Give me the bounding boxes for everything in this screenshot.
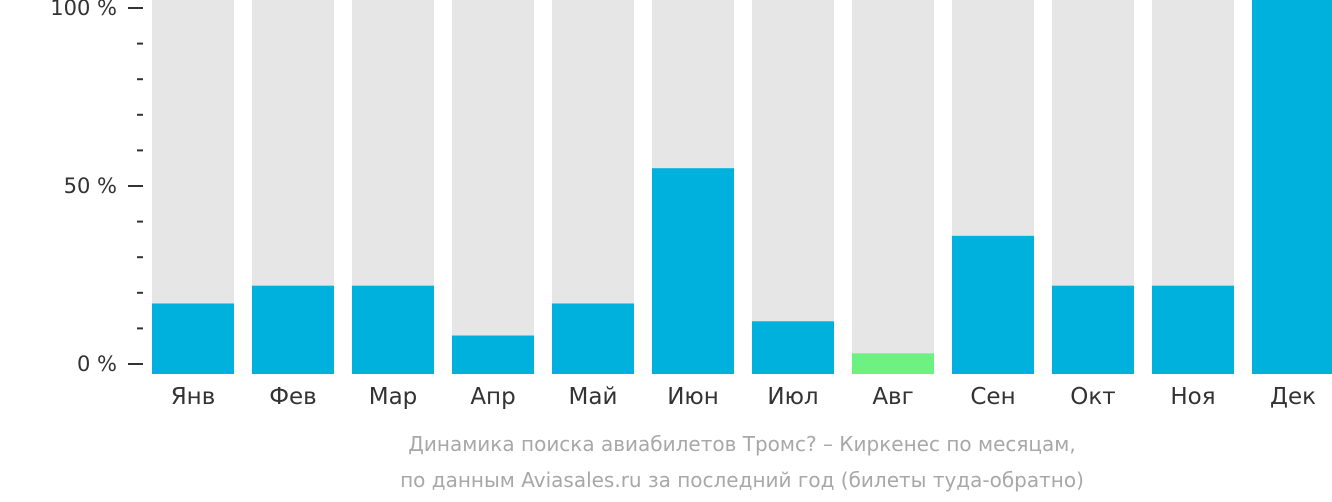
x-tick-label: Фев (269, 384, 317, 410)
bar-background (452, 0, 534, 374)
bar-8[interactable] (852, 353, 934, 374)
y-tick-label: 100 % (50, 0, 117, 20)
bar-6[interactable] (652, 168, 734, 374)
x-tick-label: Дек (1270, 384, 1316, 410)
x-tick-label: Янв (171, 384, 216, 410)
bar-3[interactable] (352, 285, 434, 374)
bar-chart: 0 % 50 % 100 % Янв Фев Мар Апр Май Июн Июл Авг Сен… (50, 0, 1332, 410)
x-axis-labels: Янв Фев Мар Апр Май Июн Июл Авг Сен Окт Ноя Дек (171, 384, 1316, 410)
x-tick-label: Мар (369, 384, 418, 410)
x-tick-label: Апр (470, 384, 515, 410)
x-tick-label: Май (569, 384, 618, 410)
bar-2[interactable] (252, 285, 334, 374)
bar-4[interactable] (452, 335, 534, 374)
bar-1[interactable] (152, 303, 234, 374)
chart-caption-line-2: по данным Aviasales.ru за последний год … (400, 468, 1084, 492)
bar-12[interactable] (1252, 0, 1332, 374)
x-tick-label: Авг (872, 384, 913, 410)
x-tick-label: Окт (1070, 384, 1115, 410)
bar-background (852, 0, 934, 374)
x-tick-label: Сен (970, 384, 1015, 410)
bars (152, 0, 1332, 374)
y-tick-label: 0 % (77, 352, 117, 376)
y-tick-label: 50 % (64, 174, 117, 198)
bar-9[interactable] (952, 235, 1034, 374)
x-tick-label: Июл (767, 384, 818, 410)
x-tick-label: Июн (667, 384, 719, 410)
bar-5[interactable] (552, 303, 634, 374)
x-tick-label: Ноя (1170, 384, 1215, 410)
bar-10[interactable] (1052, 285, 1134, 374)
y-axis: 0 % 50 % 100 % (50, 0, 143, 376)
chart-caption-line-1: Динамика поиска авиабилетов Тромс? – Кир… (408, 432, 1076, 456)
bar-11[interactable] (1152, 285, 1234, 374)
bar-background (752, 0, 834, 374)
bar-7[interactable] (752, 321, 834, 374)
